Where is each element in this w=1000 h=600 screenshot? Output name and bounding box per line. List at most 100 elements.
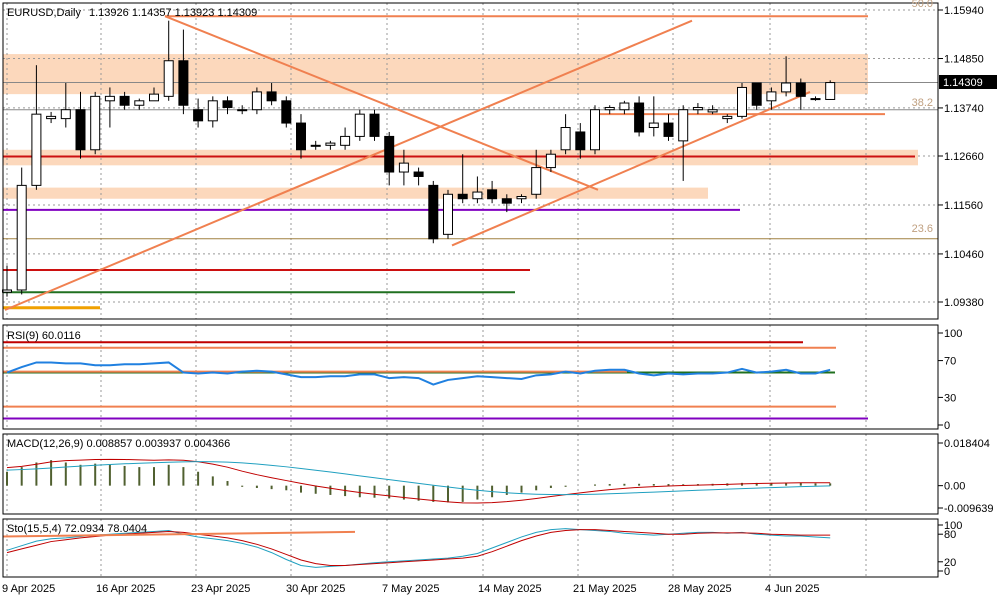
price-tick-label: 1.11560 bbox=[944, 200, 983, 212]
candle-body bbox=[737, 86, 747, 117]
candle-body bbox=[619, 102, 630, 111]
price-tick-label: 1.12660 bbox=[944, 151, 984, 163]
sto-tick-label: 20 bbox=[944, 557, 956, 569]
date-tick-label: 9 Apr 2025 bbox=[2, 583, 55, 595]
candle-body bbox=[545, 153, 556, 169]
candle-body bbox=[163, 60, 174, 97]
fib-label-50: 50.0 bbox=[912, 0, 933, 10]
date-tick-label: 14 May 2025 bbox=[478, 583, 542, 595]
falling-trendline bbox=[164, 15, 599, 191]
price-tick-label: 1.10460 bbox=[944, 249, 984, 261]
rsi-tick-label: 30 bbox=[944, 392, 956, 404]
candle-body bbox=[678, 109, 689, 142]
candle-body bbox=[795, 82, 806, 97]
date-tick-label: 30 Apr 2025 bbox=[286, 583, 345, 595]
candle-body bbox=[457, 193, 468, 200]
candle-body bbox=[16, 184, 27, 291]
date-tick-label: 4 Jun 2025 bbox=[765, 583, 819, 595]
candle-body bbox=[222, 100, 233, 108]
macd-signal-line bbox=[6, 461, 831, 496]
candle-body bbox=[237, 109, 248, 112]
candle-body bbox=[501, 198, 512, 204]
macd-tick-label: 0.00 bbox=[944, 481, 965, 493]
chart-header-ohlc: 1.13926 1.14357 1.13923 1.14309 bbox=[89, 7, 257, 19]
candle-body bbox=[119, 95, 130, 106]
candle-body bbox=[178, 60, 189, 106]
rsi-tick-label: 100 bbox=[944, 328, 962, 340]
price-tick-label: 1.13740 bbox=[944, 103, 984, 115]
date-tick-label: 28 May 2025 bbox=[668, 583, 732, 595]
candle-body bbox=[266, 91, 277, 102]
rsi-panel-frame bbox=[2, 324, 939, 430]
candle-body bbox=[604, 106, 615, 111]
rsi-tick-label: 0 bbox=[944, 420, 950, 432]
rsi-tick-label: 70 bbox=[944, 356, 956, 368]
candle-body bbox=[325, 142, 336, 146]
sto-label: Sto(15,5,4) 72.0934 78.0404 bbox=[7, 523, 147, 535]
candle-body bbox=[251, 91, 262, 111]
candle-body bbox=[560, 127, 571, 151]
fib-label-23: 23.6 bbox=[912, 223, 933, 235]
sto-tick-label: 100 bbox=[944, 520, 962, 532]
macd-tick-label: -0.009639 bbox=[944, 503, 994, 515]
chart-header-symbol: EURUSD,Daily bbox=[7, 7, 81, 19]
sto-signal-line bbox=[6, 529, 831, 566]
sto-panel-frame bbox=[2, 518, 939, 578]
candle-body bbox=[443, 193, 453, 235]
date-tick-label: 21 May 2025 bbox=[573, 583, 637, 595]
candle-body bbox=[692, 106, 703, 111]
rsi-label: RSI(9) 60.0116 bbox=[7, 330, 81, 342]
macd-label: MACD(12,26,9) 0.008857 0.003937 0.004366 bbox=[7, 438, 230, 450]
rsi-line bbox=[6, 361, 831, 386]
sto-trend-line bbox=[2, 530, 356, 538]
candle-body bbox=[590, 109, 600, 151]
candle-body bbox=[2, 289, 12, 293]
date-tick-label: 23 Apr 2025 bbox=[191, 583, 250, 595]
rising-trendline bbox=[4, 19, 693, 311]
macd-main-line bbox=[6, 458, 831, 504]
candle-body bbox=[428, 184, 439, 240]
price-tick-label: 1.15940 bbox=[944, 5, 984, 17]
candle-body bbox=[810, 98, 821, 101]
fib-label-38: 38.2 bbox=[912, 97, 933, 109]
candle-body bbox=[472, 191, 483, 200]
resistance-zone bbox=[3, 54, 868, 95]
main-panel-frame bbox=[2, 2, 939, 320]
candle-body bbox=[60, 109, 71, 120]
candle-body bbox=[207, 100, 218, 122]
candle-body bbox=[340, 135, 351, 146]
candle-body bbox=[413, 171, 424, 177]
macd-panel-frame bbox=[2, 433, 939, 515]
sto-main-line bbox=[6, 528, 831, 568]
lower-zone bbox=[3, 187, 708, 199]
candle-body bbox=[369, 113, 380, 137]
candle-body bbox=[751, 82, 762, 106]
candle-body bbox=[384, 135, 395, 173]
macd-tick-label: 0.018404 bbox=[944, 438, 990, 450]
candle-body bbox=[193, 109, 204, 122]
candle-body bbox=[31, 113, 42, 186]
lower-channel-line bbox=[451, 90, 811, 247]
candle-body bbox=[487, 189, 498, 200]
candle-body bbox=[516, 196, 527, 200]
candle-body bbox=[766, 91, 777, 102]
date-tick-label: 7 May 2025 bbox=[382, 583, 439, 595]
candle-body bbox=[281, 100, 292, 124]
candle-body bbox=[663, 122, 674, 137]
candle-body bbox=[634, 102, 645, 133]
candle-body bbox=[648, 122, 659, 129]
candle-body bbox=[296, 122, 306, 151]
candle-body bbox=[354, 113, 365, 137]
candle-body bbox=[825, 82, 836, 100]
candle-body bbox=[707, 109, 718, 113]
sto-tick-label: 0 bbox=[944, 566, 950, 578]
candle-body bbox=[531, 167, 542, 195]
current-price-marker bbox=[939, 75, 997, 89]
candle-body bbox=[398, 162, 409, 173]
price-tick-label: 1.14850 bbox=[944, 54, 984, 66]
candle-body bbox=[90, 95, 101, 151]
candle-body bbox=[134, 100, 145, 106]
support-zone bbox=[3, 149, 918, 166]
candle-body bbox=[310, 144, 321, 147]
